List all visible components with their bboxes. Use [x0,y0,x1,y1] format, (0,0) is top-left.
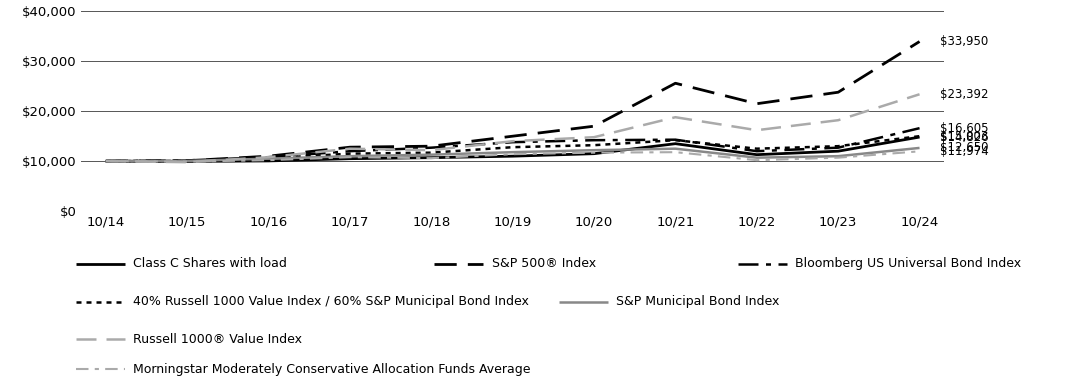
Text: $16,605: $16,605 [940,122,988,135]
Text: $12,650: $12,650 [940,141,988,155]
Text: Class C Shares with load: Class C Shares with load [133,257,288,270]
Text: Morningstar Moderately Conservative Allocation Funds Average: Morningstar Moderately Conservative Allo… [133,363,531,376]
Text: $15,003: $15,003 [940,130,988,143]
Text: Bloomberg US Universal Bond Index: Bloomberg US Universal Bond Index [795,257,1021,270]
Text: $23,392: $23,392 [940,88,988,101]
Text: Russell 1000® Value Index: Russell 1000® Value Index [133,333,303,346]
Text: $11,974: $11,974 [940,145,988,158]
Text: 40% Russell 1000 Value Index / 60% S&P Municipal Bond Index: 40% Russell 1000 Value Index / 60% S&P M… [133,295,529,308]
Text: $14,826: $14,826 [940,130,988,144]
Text: S&P 500® Index: S&P 500® Index [492,257,596,270]
Text: $33,950: $33,950 [940,35,988,48]
Text: S&P Municipal Bond Index: S&P Municipal Bond Index [616,295,780,308]
